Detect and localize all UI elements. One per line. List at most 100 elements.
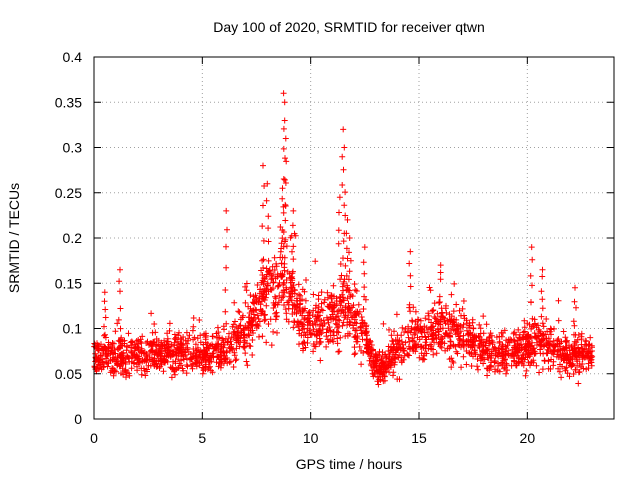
data-point bbox=[260, 202, 266, 209]
data-point bbox=[396, 352, 403, 359]
data-point bbox=[436, 293, 443, 300]
data-point bbox=[283, 158, 290, 165]
data-point bbox=[449, 358, 456, 365]
data-point bbox=[516, 334, 523, 341]
data-point bbox=[218, 362, 225, 368]
data-point bbox=[138, 340, 145, 347]
data-point bbox=[300, 339, 307, 346]
data-point bbox=[468, 363, 475, 369]
data-point bbox=[159, 352, 166, 359]
data-point bbox=[274, 329, 280, 336]
data-point bbox=[233, 356, 240, 363]
data-point bbox=[499, 352, 506, 359]
data-point bbox=[360, 306, 367, 312]
data-point bbox=[451, 280, 458, 287]
data-point bbox=[231, 299, 238, 306]
data-point bbox=[407, 272, 414, 279]
data-point bbox=[165, 338, 172, 345]
data-point bbox=[132, 344, 139, 351]
data-point bbox=[245, 303, 252, 310]
data-point bbox=[585, 341, 592, 348]
y-tick-label: 0.25 bbox=[55, 185, 82, 201]
data-point bbox=[268, 272, 275, 279]
data-point bbox=[333, 298, 340, 304]
data-point bbox=[339, 182, 346, 188]
data-point bbox=[128, 365, 135, 372]
data-point bbox=[347, 319, 354, 326]
data-point bbox=[483, 321, 490, 328]
data-point bbox=[280, 243, 287, 250]
data-point bbox=[261, 317, 268, 324]
data-point bbox=[299, 321, 306, 328]
data-point bbox=[386, 355, 393, 362]
data-point bbox=[420, 344, 427, 351]
data-point bbox=[475, 366, 481, 373]
data-point bbox=[527, 272, 534, 279]
data-point bbox=[340, 287, 347, 294]
data-point bbox=[562, 367, 569, 374]
data-point bbox=[346, 305, 353, 312]
data-point bbox=[290, 302, 297, 309]
data-point bbox=[423, 342, 430, 349]
data-point bbox=[290, 256, 297, 263]
data-point bbox=[528, 299, 534, 305]
data-point bbox=[529, 315, 536, 322]
data-point bbox=[165, 352, 172, 359]
data-point bbox=[255, 299, 262, 306]
data-point bbox=[327, 332, 334, 339]
data-point bbox=[265, 321, 272, 327]
data-point bbox=[192, 341, 199, 348]
data-point bbox=[337, 302, 344, 309]
data-point bbox=[200, 341, 207, 348]
data-point bbox=[256, 318, 263, 325]
data-point bbox=[522, 372, 529, 379]
data-point bbox=[265, 225, 272, 232]
data-point bbox=[299, 326, 306, 333]
data-point bbox=[112, 350, 119, 357]
data-point bbox=[571, 322, 578, 329]
data-point bbox=[425, 326, 432, 332]
data-point bbox=[149, 329, 156, 336]
data-point bbox=[237, 322, 244, 329]
data-point bbox=[460, 353, 467, 360]
data-point bbox=[401, 329, 408, 335]
data-point bbox=[250, 293, 257, 300]
data-point bbox=[547, 366, 554, 372]
data-point bbox=[352, 350, 359, 357]
data-point bbox=[477, 325, 484, 332]
data-point bbox=[109, 365, 116, 372]
data-point bbox=[343, 272, 350, 279]
data-point bbox=[263, 339, 270, 346]
data-point bbox=[342, 262, 349, 269]
data-point bbox=[546, 328, 553, 335]
data-point bbox=[412, 324, 419, 331]
data-point bbox=[245, 314, 252, 321]
data-point bbox=[391, 345, 397, 352]
data-point bbox=[279, 195, 286, 202]
data-point bbox=[399, 324, 406, 331]
data-point bbox=[381, 360, 388, 367]
data-point bbox=[367, 353, 374, 360]
y-tick-label: 0.15 bbox=[55, 275, 82, 291]
data-point bbox=[405, 334, 412, 341]
data-point bbox=[583, 366, 590, 373]
data-point bbox=[447, 317, 454, 323]
data-point bbox=[172, 358, 179, 365]
data-point bbox=[148, 354, 155, 361]
data-point bbox=[407, 308, 414, 315]
data-point bbox=[540, 331, 547, 338]
data-point bbox=[256, 333, 262, 340]
data-point bbox=[447, 338, 454, 345]
data-point bbox=[232, 318, 238, 325]
data-point bbox=[347, 257, 354, 264]
data-point bbox=[574, 362, 581, 369]
data-point bbox=[538, 313, 545, 320]
data-point bbox=[575, 344, 582, 351]
data-point bbox=[488, 364, 495, 370]
data-point bbox=[164, 346, 171, 353]
data-point bbox=[342, 212, 349, 219]
data-point bbox=[417, 317, 424, 324]
data-point bbox=[421, 329, 428, 336]
x-tick-label: 10 bbox=[303, 430, 319, 446]
data-point bbox=[543, 316, 550, 322]
